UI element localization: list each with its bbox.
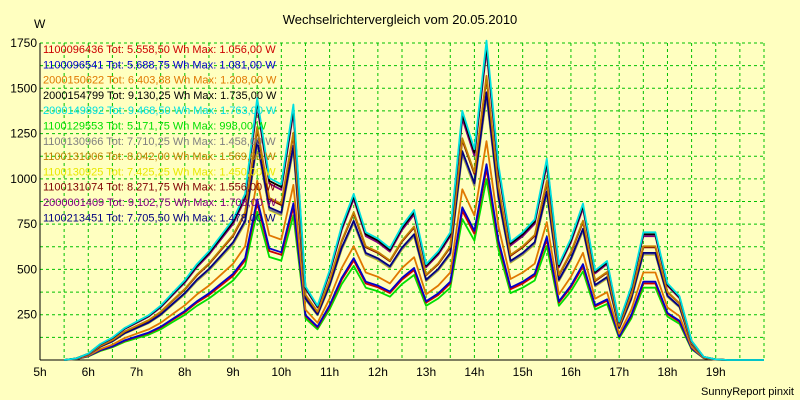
legend-entry-1100213451: 1100213451 Tot: 7.705,50 Wh Max: 1.478,0…: [43, 212, 276, 224]
legend-entry-1100096436: 1100096436 Tot: 5.558,50 Wh Max: 1.056,0…: [43, 44, 276, 56]
x-tick-label: 16h: [561, 365, 581, 379]
x-tick-label: 12h: [368, 365, 388, 379]
y-tick-label: 1250: [10, 127, 37, 141]
x-tick-label: 9h: [226, 365, 239, 379]
legend-entry-2000150622: 2000150622 Tot: 6.403,88 Wh Max: 1.208,0…: [43, 75, 277, 87]
grid: [39, 42, 765, 360]
footer-credit: SunnyReport pinxit: [701, 386, 794, 398]
series-line-1100131006: [63, 74, 764, 361]
x-tick-label: 10h: [271, 365, 291, 379]
x-tick-label: 15h: [513, 365, 533, 379]
legend: 1100096436 Tot: 5.558,50 Wh Max: 1.056,0…: [43, 44, 277, 224]
legend-entry-1100130925: 1100130925 Tot: 7.425,25 Wh Max: 1.450,0…: [43, 166, 276, 178]
series-line-2000149892: [63, 39, 764, 361]
y-axis-label: W: [34, 17, 46, 31]
x-tick-label: 14h: [464, 365, 484, 379]
y-tick-label: 1500: [10, 81, 37, 95]
x-tick-label: 8h: [178, 365, 191, 379]
legend-entry-2000149892: 2000149892 Tot: 9.468,50 Wh Max: 1.763,0…: [43, 105, 277, 117]
legend-entry-2000154799: 2000154799 Tot: 9.130,25 Wh Max: 1.735,0…: [43, 90, 277, 102]
legend-entry-1100130966: 1100130966 Tot: 7.710,25 Wh Max: 1.458,0…: [43, 136, 276, 148]
legend-entry-1100131006: 1100131006 Tot: 8.042,00 Wh Max: 1.569,0…: [43, 151, 276, 163]
x-tick-label: 11h: [320, 365, 339, 379]
y-tick-labels: 250 500 750 1000 1250 1500 1750: [10, 36, 37, 322]
x-tick-label: 7h: [130, 365, 143, 379]
legend-entry-1100129553: 1100129553 Tot: 5.171,75 Wh Max: 998,00 …: [43, 121, 267, 133]
x-tick-label: 13h: [416, 365, 436, 379]
axes: [39, 43, 764, 361]
series-line-1100096541: [64, 163, 764, 361]
series-lines: [63, 39, 764, 361]
x-tick-labels: 5h 6h 7h 8h 9h 10h 11h 12h 13h 14h 15h 16h 17h 18h 19h: [33, 365, 725, 379]
x-tick-label: 19h: [706, 365, 726, 379]
x-tick-label: 17h: [609, 365, 629, 379]
series-line-1100129553: [64, 178, 764, 361]
series-line-1100213451: [64, 91, 764, 361]
series-line-2000150622: [64, 140, 764, 361]
y-tick-label: 750: [17, 217, 37, 231]
y-tick-label: 1000: [10, 172, 37, 186]
legend-entry-1100131074: 1100131074 Tot: 8.271,75 Wh Max: 1.556,0…: [43, 182, 276, 194]
y-tick-label: 1750: [10, 36, 37, 50]
y-tick-label: 250: [17, 308, 37, 322]
x-tick-label: 5h: [33, 365, 46, 379]
legend-entry-1100096541: 1100096541 Tot: 5.688,75 Wh Max: 1.081,0…: [43, 59, 276, 71]
x-tick-label: 6h: [82, 365, 95, 379]
x-tick-label: 18h: [657, 365, 677, 379]
legend-entry-2000001409: 2000001409 Tot: 9.102,75 Wh Max: 1.708,0…: [43, 197, 277, 209]
chart-title: Wechselrichtervergleich vom 20.05.2010: [283, 12, 518, 27]
y-tick-label: 500: [17, 262, 37, 276]
